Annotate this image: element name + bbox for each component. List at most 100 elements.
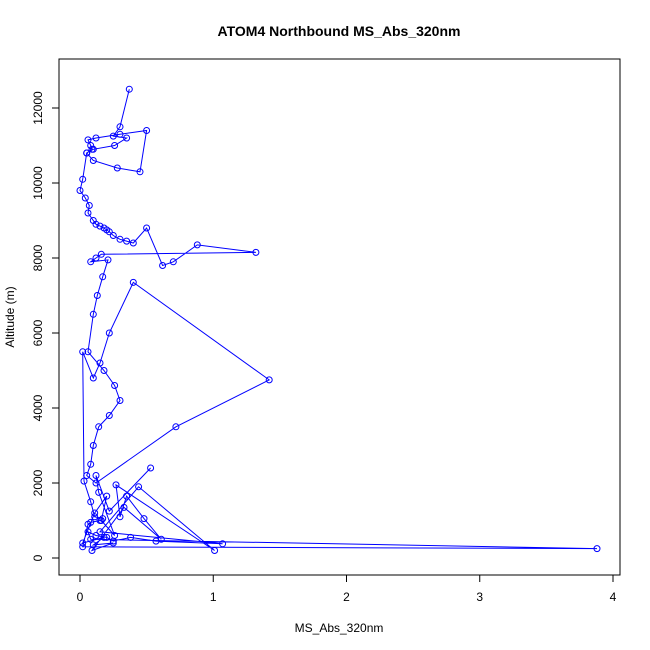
data-point [252,248,260,256]
data-point [79,175,87,183]
data-point [79,543,87,551]
x-tick-label: 1 [210,590,217,604]
data-point [100,533,108,541]
x-tick-label: 2 [343,590,350,604]
data-point [84,528,92,536]
data-point [103,533,111,541]
data-point [92,472,100,479]
data-point [87,258,95,266]
data-point [84,348,92,356]
data-point [129,278,137,286]
y-tick-label: 12000 [31,91,45,125]
data-point [91,509,99,517]
data-point [84,209,92,217]
data-point [120,503,128,511]
data-point [97,250,105,258]
data-point [116,130,124,138]
data-point [93,292,101,299]
chart-title: ATOM4 Northbound MS_Abs_320nm [218,23,461,39]
data-point [92,532,100,539]
data-point [92,134,100,142]
data-point [172,423,180,431]
data-point [129,239,137,247]
data-point [112,481,120,489]
axes: 0 1 2 3 4 0 2000 4000 6000 8000 10000 12000 [31,91,617,604]
data-point [103,492,111,500]
data-point [113,164,121,172]
x-tick-label: 3 [476,590,483,604]
data-point [111,142,119,149]
data-point [79,539,87,547]
data-point [79,348,87,356]
data-point [219,540,227,548]
data-point [147,464,155,472]
data-point [84,520,92,528]
data-point [80,477,88,485]
data-point [76,187,84,194]
data-point [97,517,105,524]
data-point [96,222,104,230]
series-layer [76,85,601,554]
data-point [140,515,148,523]
series-line [79,89,598,552]
y-tick-label: 6000 [31,319,45,346]
data-point [91,513,99,521]
data-point [105,228,113,236]
data-point [89,310,97,318]
data-point [89,442,97,449]
data-point [104,256,112,264]
data-point [265,376,273,384]
data-point [89,541,97,549]
y-tick-label: 0 [31,554,45,561]
x-axis-label: MS_Abs_320nm [295,621,384,635]
data-point [92,479,100,487]
data-point [100,367,108,374]
data-point [99,273,107,281]
data-point [87,535,95,543]
data-point [123,237,131,245]
data-point [87,460,95,468]
data-point [109,232,117,239]
data-point [95,488,103,496]
data-point [157,535,165,543]
y-tick-label: 2000 [31,469,45,496]
data-point [123,492,131,500]
data-point [135,483,143,491]
data-point [123,134,131,142]
data-point [116,123,124,131]
x-tick-label: 4 [610,590,617,604]
y-tick-label: 4000 [31,394,45,421]
data-point [109,132,117,140]
data-point [193,241,201,249]
data-point [105,412,113,419]
data-point [83,149,91,157]
data-point [85,202,93,209]
data-point [127,533,135,541]
data-point [89,374,97,382]
data-point [88,145,96,153]
data-point [125,85,133,93]
data-point [92,254,100,262]
data-point [111,382,119,389]
data-point [95,423,103,431]
data-point [143,127,151,134]
data-point [111,532,119,539]
y-tick-label: 8000 [31,244,45,271]
y-tick-label: 10000 [31,166,45,200]
data-point [87,498,95,506]
data-point [136,168,144,176]
data-point [92,220,100,228]
data-point [89,157,97,164]
data-point [81,194,89,202]
x-tick-label: 0 [77,590,84,604]
data-point [116,513,124,521]
data-point [96,359,104,367]
data-point [84,136,92,144]
data-point [169,258,177,266]
data-point [143,224,151,232]
y-axis-label: Altitude (m) [3,286,17,347]
data-point [83,472,91,479]
data-point [105,507,113,515]
